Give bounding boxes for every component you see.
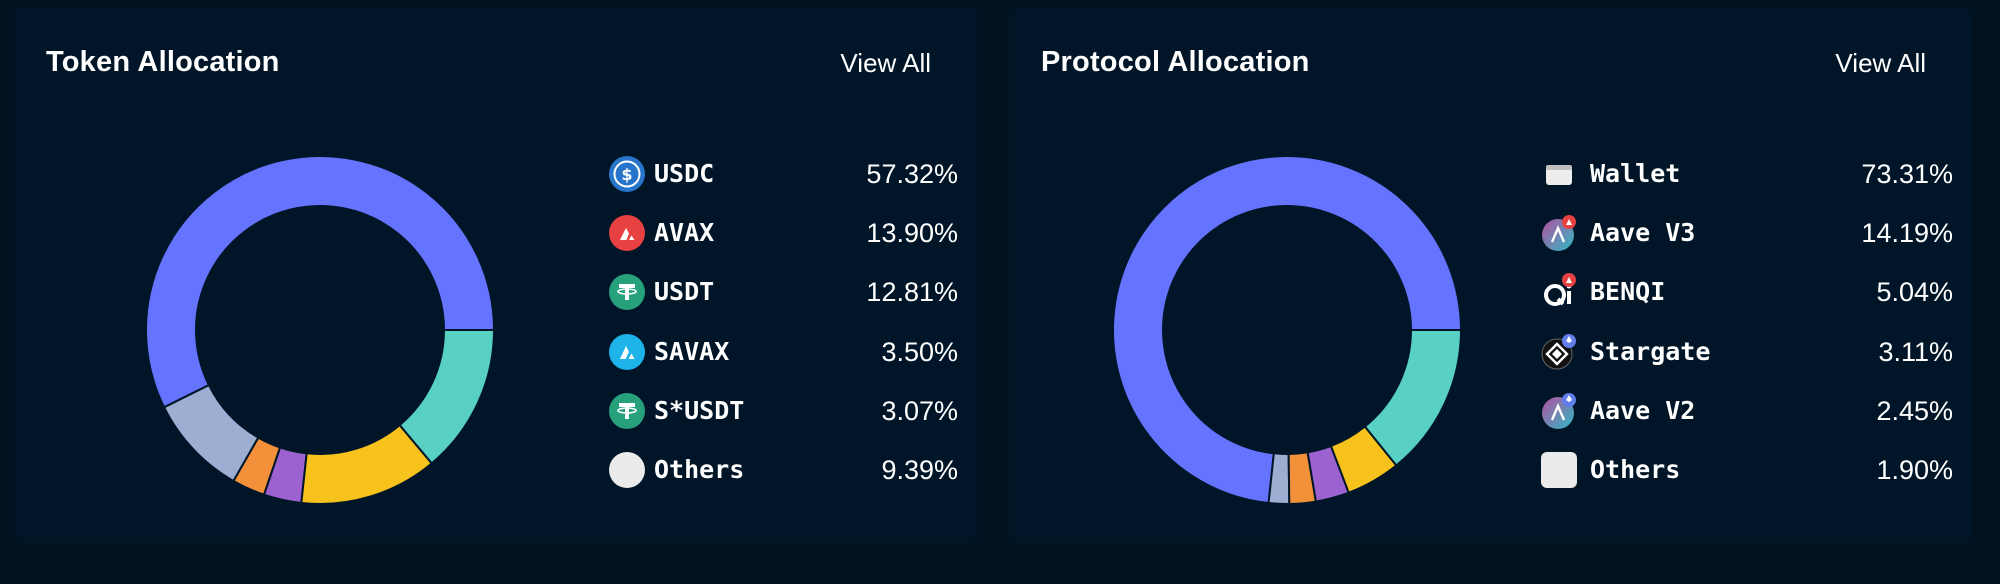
protocol-allocation-legend: Wallet 73.31% Aave V3 14.19% — [1540, 155, 1953, 510]
legend-item-savax[interactable]: SAVAX 3.50% — [608, 333, 958, 392]
savax-icon — [609, 333, 645, 370]
legend-label: USDT — [654, 277, 715, 307]
stargate-icon — [1541, 333, 1576, 370]
legend-label: Aave V3 — [1590, 218, 1696, 248]
legend-item-aave-v2[interactable]: Aave V2 2.45% — [1540, 392, 1953, 451]
avax-icon — [609, 215, 645, 252]
protocol-allocation-donut-chart — [1112, 155, 1463, 505]
donut-segment-5[interactable] — [1363, 329, 1463, 467]
legend-value: 13.90% — [866, 218, 958, 249]
legend-value: 14.19% — [1861, 218, 1953, 249]
aave-v3-icon — [1542, 215, 1576, 252]
benqi-icon — [1544, 273, 1576, 307]
legend-label: USDC — [654, 159, 715, 188]
legend-label: SAVAX — [654, 336, 730, 366]
legend-item-others[interactable]: Others 9.39% — [608, 451, 958, 510]
legend-item-usdc[interactable]: $ USDC 57.32% — [608, 155, 958, 214]
legend-label: Others — [1590, 454, 1681, 484]
legend-value: 73.31% — [1861, 159, 1953, 189]
legend-value: 2.45% — [1876, 395, 1953, 426]
legend-item-susdt[interactable]: S*USDT 3.07% — [608, 392, 958, 451]
protocol-allocation-card: Protocol Allocation View All Wallet 73.3… — [1010, 9, 1973, 542]
wallet-icon — [1546, 165, 1572, 185]
legend-label: Wallet — [1590, 159, 1681, 188]
others-circle-icon — [609, 451, 645, 488]
legend-label: S*USDT — [654, 395, 745, 425]
legend-value: 3.07% — [881, 395, 958, 426]
legend-label: Others — [654, 454, 745, 484]
susdt-icon — [609, 392, 645, 429]
legend-item-usdt[interactable]: USDT 12.81% — [608, 273, 958, 332]
token-allocation-card: Token Allocation View All $ USDC 57.32% … — [15, 9, 978, 542]
legend-label: BENQI — [1590, 277, 1666, 307]
legend-item-avax[interactable]: AVAX 13.90% — [608, 214, 958, 273]
legend-value: 1.90% — [1876, 454, 1953, 485]
donut-segment-5[interactable] — [398, 329, 496, 465]
donut-segment-0[interactable] — [145, 155, 496, 409]
legend-value: 9.39% — [881, 454, 958, 485]
legend-label: Aave V2 — [1590, 395, 1696, 425]
legend-label: AVAX — [654, 218, 715, 248]
protocol-view-all-button[interactable]: View All — [1835, 48, 1926, 78]
usdc-icon: $ — [609, 156, 645, 192]
legend-item-others[interactable]: Others 1.90% — [1540, 451, 1953, 510]
legend-label: Stargate — [1590, 336, 1711, 366]
legend-item-wallet[interactable]: Wallet 73.31% — [1540, 155, 1953, 214]
others-square-icon — [1541, 451, 1577, 488]
legend-item-aave-v3[interactable]: Aave V3 14.19% — [1540, 214, 1953, 273]
legend-value: 57.32% — [866, 159, 958, 189]
legend-value: 5.04% — [1876, 277, 1953, 308]
legend-item-stargate[interactable]: Stargate 3.11% — [1540, 333, 1953, 392]
legend-value: 12.81% — [866, 277, 958, 308]
legend-value: 3.50% — [881, 336, 958, 367]
donut-segment-0[interactable] — [1112, 155, 1463, 505]
aave-v2-icon — [1542, 392, 1576, 429]
usdt-icon — [609, 274, 645, 311]
protocol-allocation-title: Protocol Allocation — [1041, 46, 1310, 78]
svg-text:$: $ — [621, 165, 632, 184]
token-view-all-button[interactable]: View All — [840, 48, 931, 78]
token-allocation-legend: $ USDC 57.32% AVAX 13.90% USDT 12.81 — [608, 155, 958, 510]
token-allocation-title: Token Allocation — [46, 46, 280, 78]
legend-value: 3.11% — [1878, 336, 1953, 367]
legend-item-benqi[interactable]: BENQI 5.04% — [1540, 273, 1953, 332]
token-allocation-donut-chart — [145, 155, 496, 505]
